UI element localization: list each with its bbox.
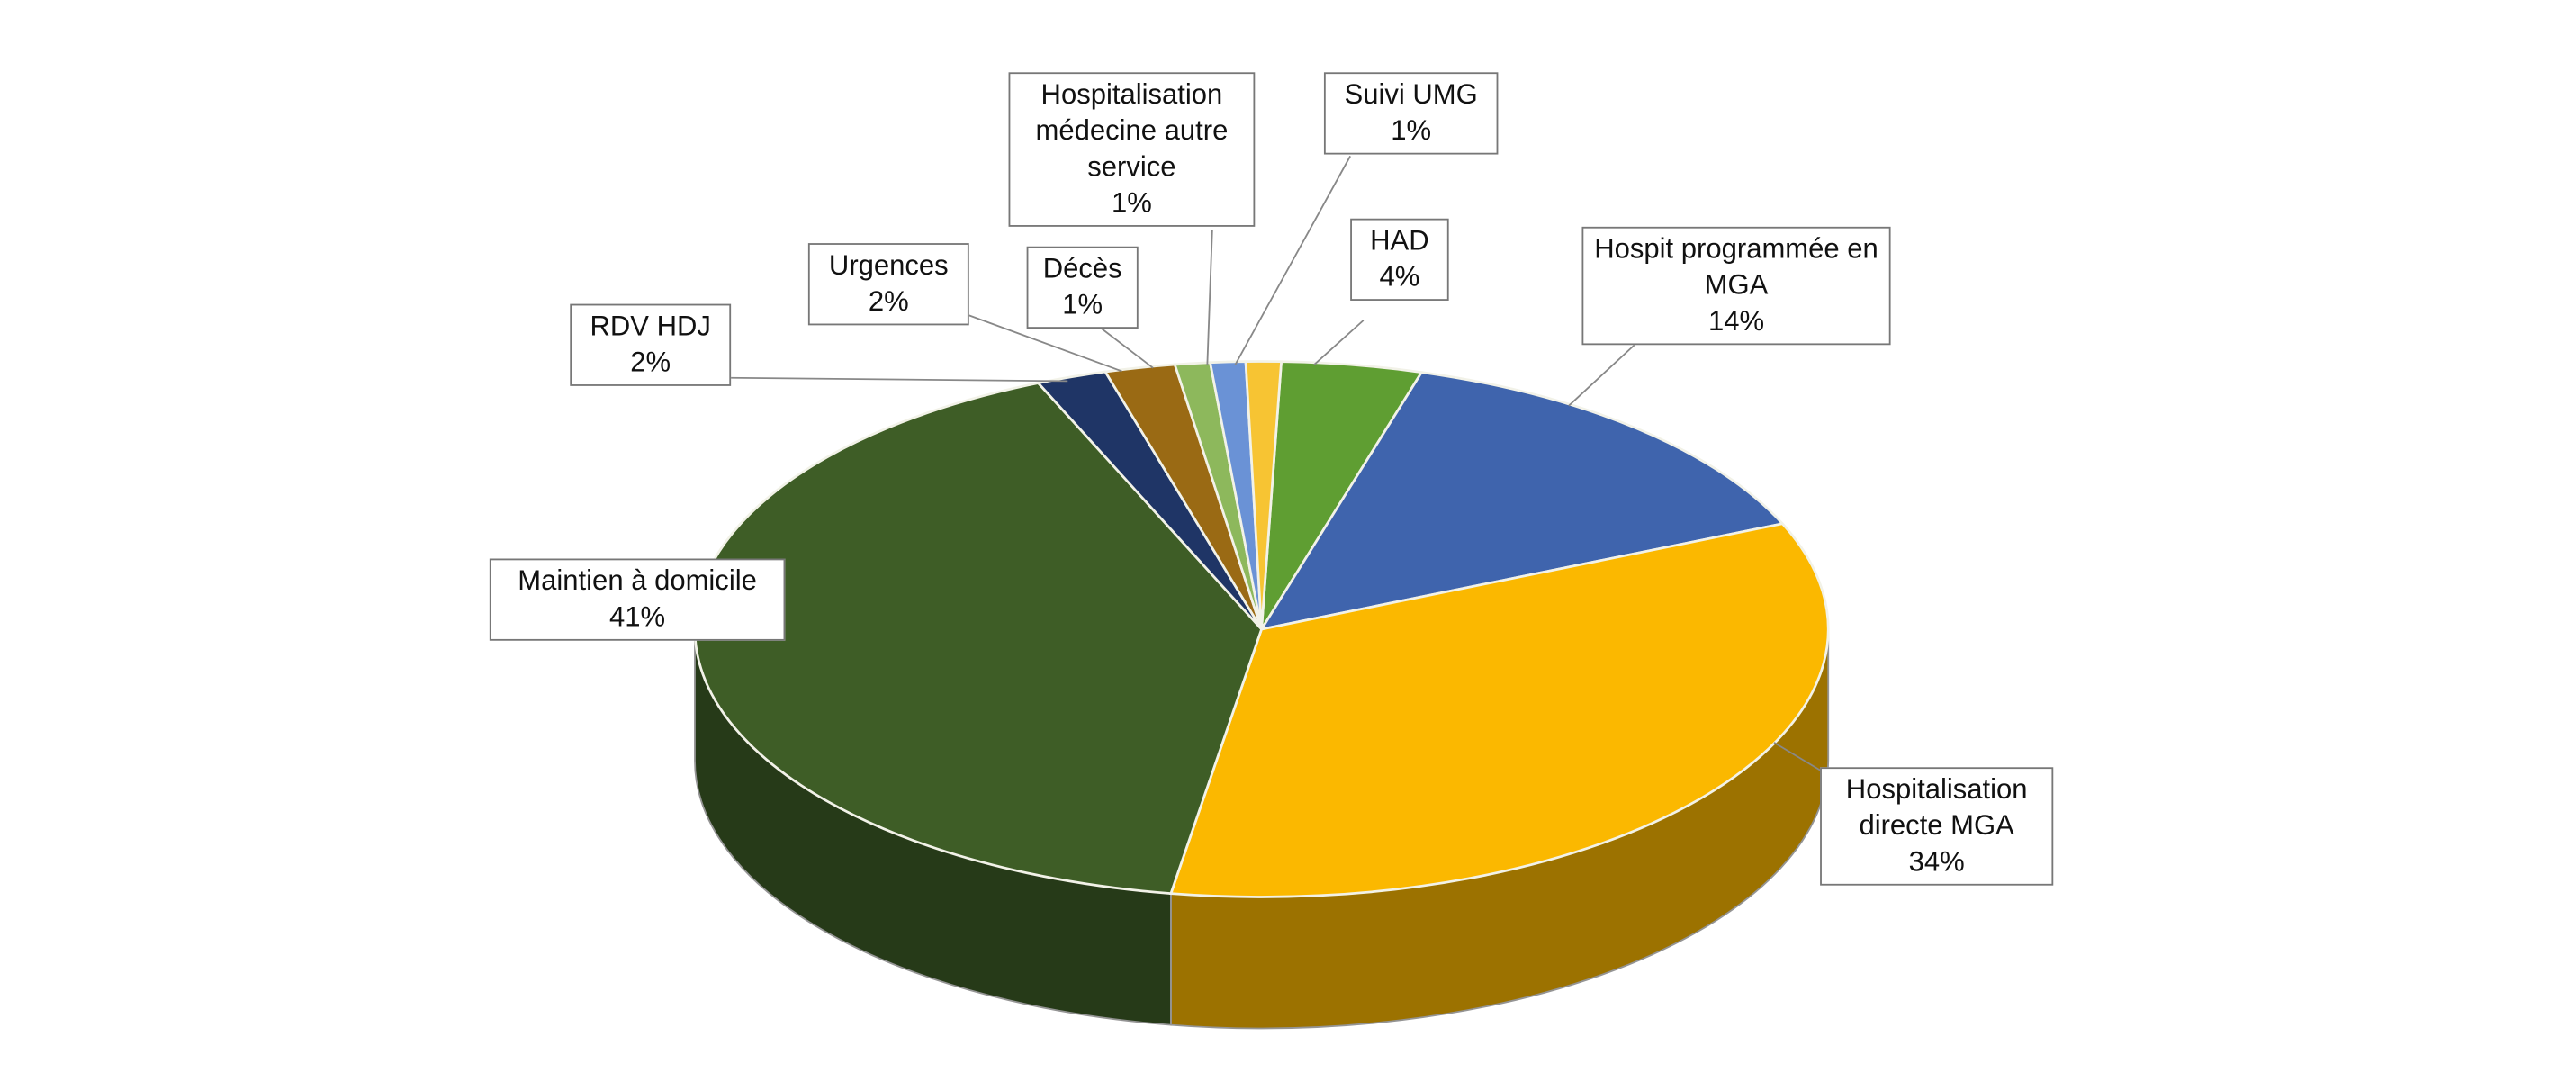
data-label: Maintien à domicile 41% <box>489 558 786 641</box>
category-label: RDV HDJ <box>590 310 711 342</box>
leader-line <box>1773 742 1824 773</box>
slice <box>1169 522 1830 898</box>
value-label: 1% <box>1062 289 1103 320</box>
category-label: Maintien à domicile <box>518 564 757 597</box>
value-label: 2% <box>868 285 909 318</box>
value-label: 1% <box>1391 114 1432 147</box>
leader-line <box>1313 320 1365 365</box>
category-label: Hospitalisation directe MGA <box>1845 773 2028 842</box>
value-label: 41% <box>609 600 666 633</box>
value-label: 34% <box>1908 845 1965 878</box>
data-label: Hospitalisation directe MGA 34% <box>1820 767 2054 886</box>
leader-line <box>1096 324 1154 369</box>
data-label: Décès 1% <box>1026 246 1139 329</box>
data-label: Hospit programmée en MGA 14% <box>1581 226 1891 346</box>
slice <box>1258 371 1785 631</box>
value-label: 14% <box>1707 305 1765 338</box>
data-label: Suivi UMG 1% <box>1323 72 1499 155</box>
category-label: Décès <box>1042 253 1122 284</box>
leader-line <box>1206 230 1213 365</box>
data-label: HAD 4% <box>1350 218 1449 301</box>
leader-line <box>1234 155 1351 365</box>
slice <box>693 382 1264 896</box>
value-label: 2% <box>630 347 671 378</box>
leader-line <box>1568 344 1635 407</box>
data-label: Hospitalisation médecine autre service 1% <box>1008 72 1256 227</box>
data-label: RDV HDJ 2% <box>570 303 732 386</box>
category-label: HAD <box>1370 225 1429 257</box>
leader-line <box>729 376 1068 383</box>
leader-line <box>968 314 1122 373</box>
data-label: Urgences 2% <box>807 243 969 326</box>
category-label: Urgences <box>828 249 949 282</box>
slice <box>1244 360 1283 630</box>
value-label: 4% <box>1379 261 1420 293</box>
category-label: Hospit programmée en MGA <box>1594 233 1878 301</box>
value-label: 1% <box>1111 187 1152 219</box>
category-label: Suivi UMG <box>1344 78 1478 111</box>
category-label: Hospitalisation médecine autre service <box>1035 78 1229 183</box>
